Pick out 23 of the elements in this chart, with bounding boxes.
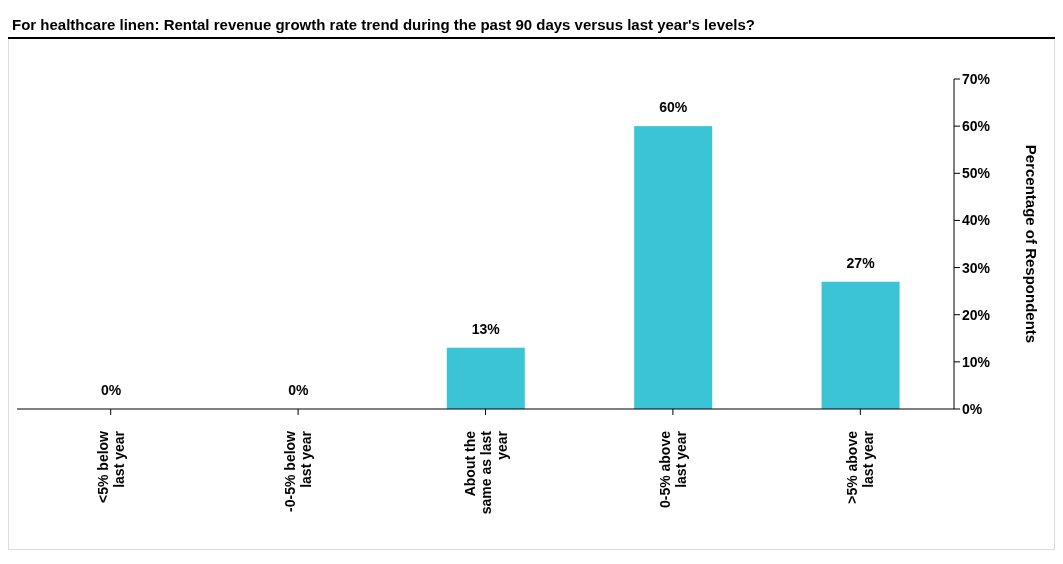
x-tick-label: About the same as last year xyxy=(461,430,510,515)
x-tick-label: >5% above last year xyxy=(844,430,877,504)
x-tick-label: 0-5% above last year xyxy=(656,430,689,509)
y-tick-label: 40% xyxy=(962,212,991,229)
bar xyxy=(446,347,525,409)
bar xyxy=(634,126,713,409)
y-tick-label: 10% xyxy=(962,353,991,370)
y-tick-label: 60% xyxy=(962,118,991,135)
y-axis-title: Percentage of Respondents xyxy=(1022,144,1040,344)
data-label: 0% xyxy=(100,382,122,398)
chart-title: For healthcare linen: Rental revenue growth rate trend during the past 90 days versus last year's levels? xyxy=(8,8,1055,39)
bar xyxy=(821,281,900,409)
y-tick-label: 0% xyxy=(962,400,983,417)
data-label: 27% xyxy=(846,254,876,271)
x-tick-label: -0-5% below last year xyxy=(282,430,315,512)
y-tick-label: 30% xyxy=(962,259,991,276)
y-tick-label: 20% xyxy=(962,306,991,323)
y-tick-label: 50% xyxy=(962,165,991,182)
x-tick-label: <5% below last year xyxy=(94,430,127,503)
data-label: 60% xyxy=(659,99,688,116)
data-label: 13% xyxy=(471,320,501,337)
data-label: 0% xyxy=(288,382,310,398)
y-tick-label: 70% xyxy=(962,70,991,87)
